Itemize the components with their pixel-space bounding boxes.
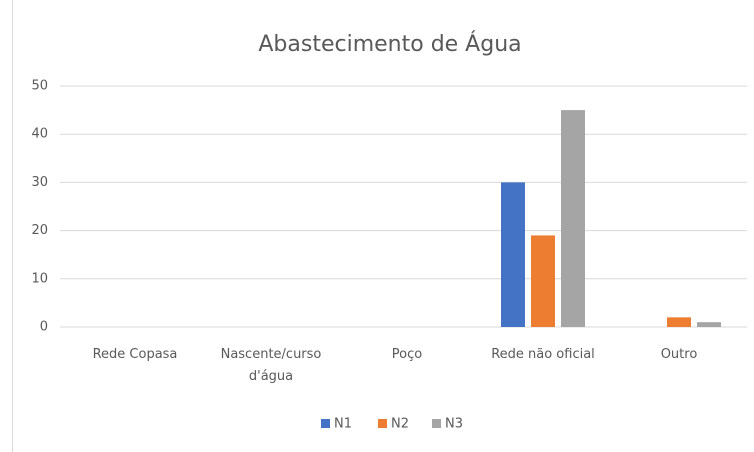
legend-label: N1 bbox=[334, 417, 352, 432]
x-tick-label: Rede Copasa bbox=[92, 347, 178, 362]
legend-swatch bbox=[321, 419, 330, 428]
y-tick-label: 10 bbox=[31, 271, 48, 286]
chart-border bbox=[12, 0, 13, 452]
bar bbox=[501, 182, 525, 327]
legend-swatch bbox=[432, 419, 441, 428]
chart-title: Abastecimento de Água bbox=[258, 31, 521, 57]
bar bbox=[561, 110, 585, 327]
x-tick-label: Rede não oficial bbox=[491, 347, 595, 362]
legend-label: N3 bbox=[445, 417, 463, 432]
y-tick-label: 20 bbox=[31, 223, 48, 238]
legend-label: N2 bbox=[391, 417, 409, 432]
bar bbox=[697, 322, 721, 327]
x-tick-label: Poço bbox=[391, 347, 423, 362]
y-tick-label: 30 bbox=[31, 175, 48, 190]
bar bbox=[667, 317, 691, 327]
x-tick-label: Nascente/curso d'água bbox=[220, 347, 322, 384]
y-tick-label: 40 bbox=[31, 127, 48, 142]
bar bbox=[531, 235, 555, 327]
y-tick-label: 50 bbox=[31, 79, 48, 94]
x-tick-label: Outro bbox=[660, 347, 698, 362]
legend-swatch bbox=[378, 419, 387, 428]
y-tick-label: 0 bbox=[40, 320, 48, 335]
